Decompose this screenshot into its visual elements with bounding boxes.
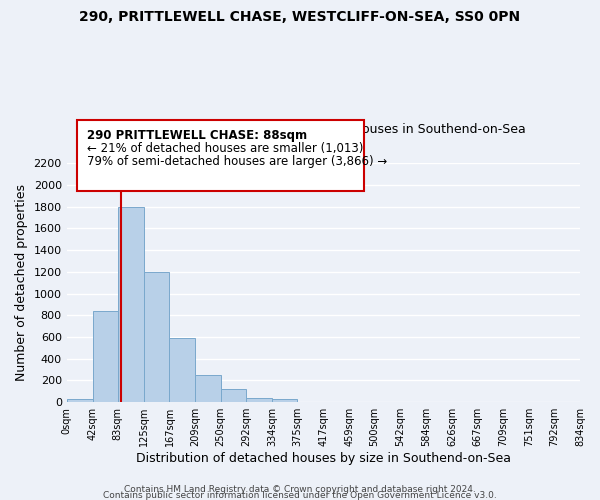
Y-axis label: Number of detached properties: Number of detached properties xyxy=(15,184,28,382)
Bar xyxy=(143,272,169,402)
Bar xyxy=(272,400,298,402)
Text: 79% of semi-detached houses are larger (3,866) →: 79% of semi-detached houses are larger (… xyxy=(87,155,388,168)
Bar xyxy=(221,388,247,402)
Bar xyxy=(118,206,143,402)
Title: Size of property relative to detached houses in Southend-on-Sea: Size of property relative to detached ho… xyxy=(121,122,526,136)
X-axis label: Distribution of detached houses by size in Southend-on-Sea: Distribution of detached houses by size … xyxy=(136,452,511,465)
Text: 290 PRITTLEWELL CHASE: 88sqm: 290 PRITTLEWELL CHASE: 88sqm xyxy=(87,128,307,141)
Text: Contains HM Land Registry data © Crown copyright and database right 2024.: Contains HM Land Registry data © Crown c… xyxy=(124,485,476,494)
Text: Contains public sector information licensed under the Open Government Licence v3: Contains public sector information licen… xyxy=(103,491,497,500)
Bar xyxy=(196,375,221,402)
Text: 290, PRITTLEWELL CHASE, WESTCLIFF-ON-SEA, SS0 0PN: 290, PRITTLEWELL CHASE, WESTCLIFF-ON-SEA… xyxy=(79,10,521,24)
Bar xyxy=(67,400,92,402)
Bar xyxy=(247,398,272,402)
FancyBboxPatch shape xyxy=(77,120,364,191)
Bar xyxy=(169,338,196,402)
Bar xyxy=(92,311,118,402)
Text: ← 21% of detached houses are smaller (1,013): ← 21% of detached houses are smaller (1,… xyxy=(87,142,364,155)
